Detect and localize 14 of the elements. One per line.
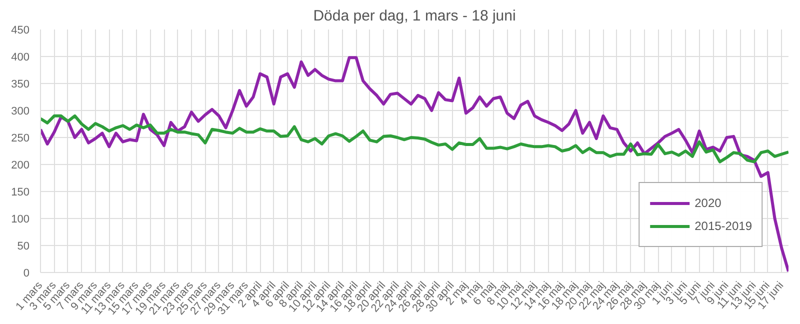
y-tick-label: 400	[11, 52, 30, 64]
chart-title: Döda per dag, 1 mars - 18 juni	[313, 8, 516, 24]
y-tick-label: 100	[11, 214, 30, 226]
y-tick-label: 350	[11, 78, 30, 90]
legend-label: 2015-2019	[694, 219, 752, 233]
line-series	[40, 114, 788, 164]
y-tick-label: 50	[17, 240, 30, 252]
y-tick-label: 200	[11, 160, 30, 172]
legend-label: 2020	[694, 196, 722, 210]
y-tick-label: 150	[11, 186, 30, 198]
y-tick-label: 250	[11, 132, 30, 144]
y-tick-label: 450	[11, 24, 30, 36]
y-tick-label: 0	[23, 268, 30, 280]
y-tick-label: 300	[11, 106, 30, 118]
